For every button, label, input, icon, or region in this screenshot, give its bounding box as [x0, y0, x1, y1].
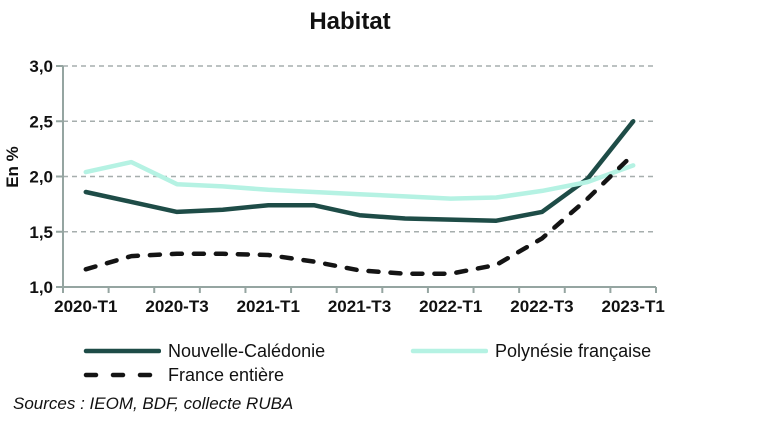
x-tick-label: 2022-T3 — [510, 297, 573, 316]
legend-label-nouvelle-caledonie: Nouvelle-Calédonie — [168, 341, 326, 361]
x-tick-label: 2023-T1 — [602, 297, 665, 316]
legend-swatch-solid-mint-line-icon — [410, 348, 488, 354]
y-axis-title: En % — [3, 146, 22, 188]
x-tick-label: 2021-T1 — [237, 297, 300, 316]
legend-label-france-entiere: France entière — [168, 365, 285, 385]
series-line-0-nouvelle-cal-donie — [83, 119, 636, 223]
y-tick-label: 1,5 — [29, 223, 53, 242]
x-tick-label: 2020-T1 — [54, 297, 117, 316]
legend-item-polynesie-francaise: Polynésie française — [410, 340, 651, 362]
x-tick-label: 2022-T1 — [419, 297, 482, 316]
legend-swatch-solid-dark-line-icon — [83, 348, 161, 354]
y-tick-label: 2,0 — [29, 168, 53, 187]
y-tick-label: 3,0 — [29, 57, 53, 76]
y-tick-label: 1,0 — [29, 278, 53, 297]
x-tick-label: 2021-T3 — [328, 297, 391, 316]
x-tick-label: 2020-T3 — [145, 297, 208, 316]
legend-label-polynesie-francaise: Polynésie française — [495, 341, 652, 361]
series-line-2-france-enti-re — [83, 152, 636, 276]
legend-item-nouvelle-caledonie: Nouvelle-Calédonie — [83, 340, 325, 362]
legend-item-france-entiere: France entière — [83, 364, 284, 386]
chart-title: Habitat — [309, 8, 391, 35]
source-note: Sources : IEOM, BDF, collecte RUBA — [13, 394, 294, 413]
legend-swatch-dashed-black-line-icon — [83, 372, 161, 378]
series-line-1-polyn-sie-fran-aise — [83, 159, 636, 201]
y-tick-label: 2,5 — [29, 112, 53, 131]
